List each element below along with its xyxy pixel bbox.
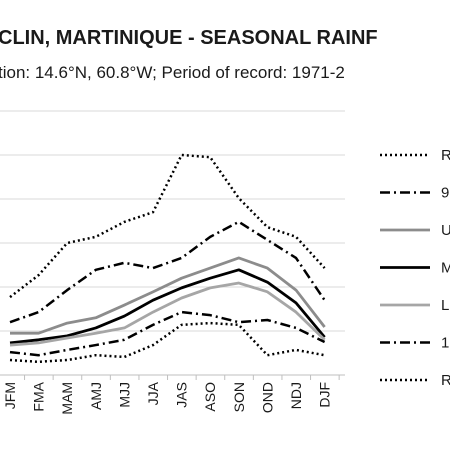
legend-label: M [441, 260, 450, 277]
series-line [9, 321, 325, 364]
x-tick-label: FMA [31, 381, 47, 411]
legend-label: 1 [441, 335, 449, 352]
x-tick-label: OND [259, 382, 275, 413]
series-line [10, 256, 326, 335]
series-line [9, 281, 326, 347]
x-tick-label: JFM [2, 382, 18, 409]
legend-label: R [441, 147, 450, 164]
x-tick-label: AMJ [88, 382, 104, 410]
series-line [9, 153, 326, 299]
x-tick-label: JAS [174, 382, 190, 408]
chart-title: CLIN, MARTINIQUE - SEASONAL RAINF [0, 27, 378, 49]
x-tick-label: ASO [202, 382, 218, 412]
legend-label: R [441, 372, 450, 389]
legend-label: 9 [441, 185, 449, 202]
x-tick-label: SON [231, 382, 247, 412]
chart-subtitle: tion: 14.6°N, 60.8°W; Period of record: … [0, 63, 345, 82]
series-line [9, 310, 326, 357]
x-tick-label: MJJ [116, 382, 132, 408]
x-tick-label: MAM [59, 382, 75, 415]
x-tick-label: JJA [145, 381, 161, 405]
x-tick-label: DJF [317, 382, 333, 408]
series-line [9, 268, 326, 345]
series-line [9, 220, 326, 324]
legend-label: U [441, 222, 450, 239]
x-tick-label: NDJ [288, 382, 304, 409]
legend-label: Lo [441, 297, 450, 314]
